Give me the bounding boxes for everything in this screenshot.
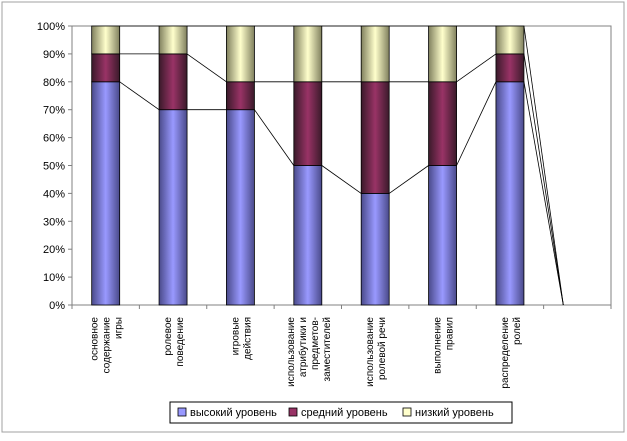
bar-segment	[293, 25, 323, 83]
bar-segment	[91, 53, 121, 83]
x-tick-label: распределение	[500, 317, 511, 389]
x-tick-label: ролевой речи	[377, 317, 388, 380]
bar-segment	[428, 165, 457, 306]
series-line	[523, 25, 564, 306]
series-line	[523, 81, 564, 306]
bar-segment	[158, 53, 188, 111]
bar-segment	[360, 25, 390, 83]
y-tick-label: 70%	[43, 105, 65, 117]
series-line	[254, 109, 295, 166]
x-tick-label: ролей	[512, 317, 523, 345]
bar-segment	[91, 81, 121, 306]
series-line	[456, 53, 497, 83]
bar-segment	[360, 192, 390, 306]
series-line	[456, 81, 497, 166]
series-line	[119, 81, 160, 111]
legend-label: низкий уровень	[415, 407, 494, 419]
y-tick-label: 100%	[37, 21, 65, 33]
x-tick-label: заместителей	[322, 317, 333, 381]
legend-label: средний уровень	[301, 407, 388, 419]
bar-segment	[428, 25, 457, 83]
y-tick-label: 0%	[49, 300, 65, 312]
x-tick-label: игры	[114, 317, 125, 339]
y-tick-label: 90%	[43, 49, 65, 61]
series-line	[321, 165, 362, 194]
legend-label: высокий уровень	[190, 407, 277, 419]
bar-segment	[495, 53, 525, 83]
bar-segment	[293, 81, 323, 166]
y-tick-label: 10%	[43, 272, 65, 284]
legend	[169, 401, 513, 424]
bar-segment	[158, 25, 188, 55]
x-tick-label: поведение	[175, 317, 186, 367]
y-tick-label: 30%	[43, 216, 65, 228]
x-tick-label: ролевое	[163, 317, 174, 356]
bar-segment	[293, 165, 323, 306]
legend-swatch	[288, 407, 298, 417]
bar-segment	[158, 109, 188, 306]
series-line	[388, 165, 429, 194]
legend-swatch	[402, 407, 412, 417]
x-tick-label: игровые	[230, 317, 241, 356]
legend-swatch	[177, 407, 187, 417]
x-tick-label: действия	[242, 317, 253, 360]
bar-segment	[91, 25, 121, 55]
y-tick-label: 80%	[43, 77, 65, 89]
y-tick-label: 20%	[43, 244, 65, 256]
series-line	[186, 53, 227, 83]
x-tick-label: выполнение	[433, 317, 444, 374]
x-tick-label: предметов-	[310, 317, 321, 370]
bar-segment	[495, 81, 525, 306]
x-tick-label: использование	[365, 317, 376, 387]
bar-segment	[226, 25, 255, 83]
bar-segment	[428, 81, 457, 166]
x-tick-label: использование	[286, 317, 297, 387]
x-tick-label: основное	[90, 317, 101, 361]
bar-segment	[226, 81, 255, 111]
series-line	[523, 53, 564, 306]
y-tick-label: 40%	[43, 188, 65, 200]
y-tick-label: 50%	[43, 161, 65, 173]
y-tick-label: 60%	[43, 133, 65, 145]
bar-segment	[495, 25, 525, 55]
x-tick-label: атрибутики и	[297, 317, 309, 377]
bar-segment	[360, 81, 390, 194]
x-tick-label: правил	[445, 317, 456, 350]
x-tick-label: содержание	[102, 317, 113, 374]
bar-segment	[226, 109, 255, 306]
